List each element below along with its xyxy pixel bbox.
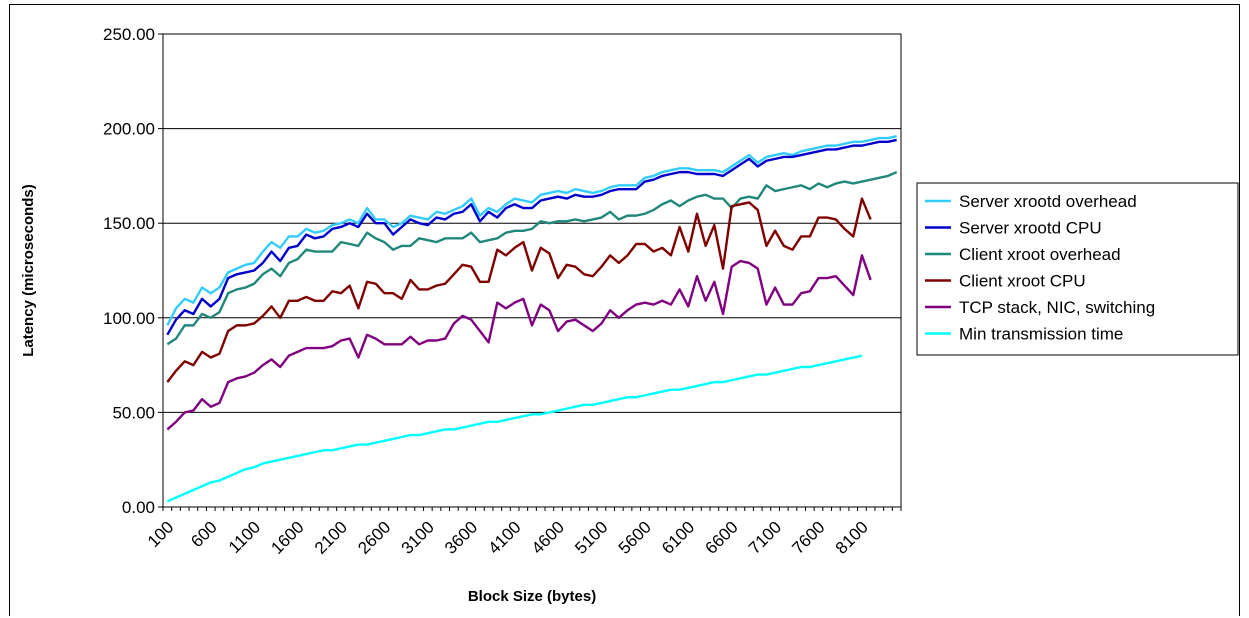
y-tick-label: 200.00 [103,120,155,139]
series-lines [166,134,898,503]
y-axis-ticks: 0.00 50.00 100.00 150.00 200.00 250.00 [103,25,163,517]
legend-entry: Client xroot CPU [959,272,1086,291]
x-tick-label: 4100 [484,518,524,558]
legend-box [916,182,1239,356]
x-tick-label: 6600 [702,518,742,558]
series-line-3 [166,171,898,346]
series-line-6 [166,354,863,503]
plot-area [162,33,902,508]
series-line-2 [166,138,897,336]
legend-entry: Server xrootd CPU [959,219,1102,238]
line-chart: 0.00 50.00 100.00 150.00 200.00 250.00 100 600… [20,25,1239,605]
y-axis-title: Latency (microseconds) [20,184,37,357]
legend-entry: Client xroot overhead [959,245,1121,264]
chart-frame: 0.00 50.00 100.00 150.00 200.00 250.00 100 600… [9,4,1240,616]
x-tick-label: 2600 [354,518,394,558]
y-tick-label: 0.00 [122,498,155,517]
x-tick-label: 600 [187,518,220,551]
x-tick-label: 6100 [658,518,698,558]
x-axis-title: Block Size (bytes) [468,588,596,605]
x-tick-label: 5100 [571,518,611,558]
y-tick-label: 50.00 [112,403,155,422]
legend-entry: Server xrootd overhead [959,192,1137,211]
x-tick-label: 8100 [832,518,872,558]
x-tick-label: 5600 [615,518,655,558]
series-line-5 [166,254,872,431]
y-tick-label: 100.00 [103,309,155,328]
legend-entry: Min transmission time [959,325,1123,344]
x-tick-label: 2100 [311,518,351,558]
x-tick-label: 7100 [745,518,785,558]
x-tick-label: 3600 [441,518,481,558]
x-tick-label: 1600 [267,518,307,558]
series-line-4 [166,197,872,383]
x-tick-label: 4600 [528,518,568,558]
y-tick-label: 150.00 [103,214,155,233]
series-line-1 [166,134,897,326]
x-tick-label: 3100 [398,518,438,558]
x-tick-label: 1100 [225,518,264,557]
y-tick-label: 250.00 [103,25,155,44]
x-tick-label: 7600 [788,518,828,558]
x-tick-label: 100 [144,518,177,551]
x-axis-ticks: 100 600 1100 1600 2100 2600 3100 3600 4100 4600 51… [144,507,902,558]
legend-entry: TCP stack, NIC, switching [959,298,1155,317]
legend: Server xrootd overhead Server xrootd CPU C… [916,182,1239,356]
